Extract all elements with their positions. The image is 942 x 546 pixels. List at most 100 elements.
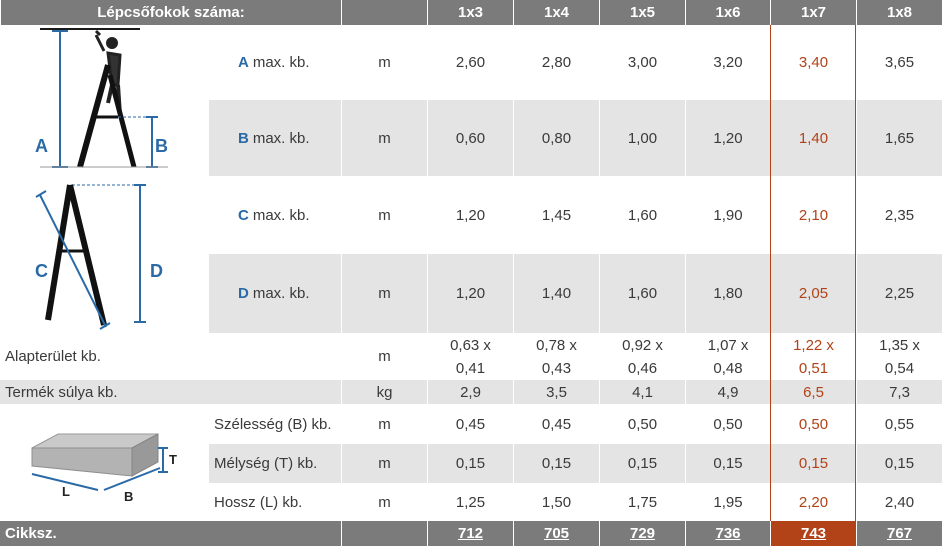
row-c-unit: m xyxy=(341,176,427,254)
box-illustration: T L B xyxy=(31,433,177,504)
row-area-value: 0,78 x 0,43 xyxy=(513,333,599,380)
table-header-unit xyxy=(341,0,427,25)
row-length-label: Hossz (L) kb. xyxy=(208,483,341,521)
row-weight-label: Termék súlya kb. xyxy=(0,380,341,404)
row-weight-unit: kg xyxy=(341,380,427,404)
product-code-link[interactable]: 767 xyxy=(886,525,913,542)
row-length-value: 1,50 xyxy=(513,483,599,521)
row-depth-value: 0,15 xyxy=(513,444,599,483)
row-width-value: 0,55 xyxy=(856,404,942,444)
row-c-value: 1,45 xyxy=(513,176,599,254)
row-b-value: 1,00 xyxy=(599,100,685,176)
row-length-value: 2,20 xyxy=(770,483,856,521)
product-code-link[interactable]: 743 xyxy=(800,525,827,542)
product-code-link[interactable]: 705 xyxy=(543,525,570,542)
row-depth-unit: m xyxy=(341,444,427,483)
row-length-value: 2,40 xyxy=(856,483,942,521)
row-depth-value: 0,15 xyxy=(427,444,513,483)
row-a-value: 2,60 xyxy=(427,25,513,100)
row-a-value: 3,00 xyxy=(599,25,685,100)
row-b-unit: m xyxy=(341,100,427,176)
row-weight-value: 4,9 xyxy=(685,380,770,404)
col-header-1x6: 1x6 xyxy=(685,0,770,25)
table-header-title: Lépcsőfokok száma: xyxy=(0,0,341,25)
row-b-value: 1,65 xyxy=(856,100,942,176)
row-width-value: 0,45 xyxy=(427,404,513,444)
product-code-link[interactable]: 736 xyxy=(715,525,741,542)
row-weight-value: 3,5 xyxy=(513,380,599,404)
row-length-unit: m xyxy=(341,483,427,521)
row-area-value: 1,22 x 0,51 xyxy=(770,333,856,380)
row-c-value: 2,10 xyxy=(770,176,856,254)
package-diagram: T L B xyxy=(0,404,208,521)
row-b-value: 0,60 xyxy=(427,100,513,176)
label-l: L xyxy=(62,484,70,499)
row-code-cell: 736 xyxy=(685,521,770,546)
row-code-cell: 767 xyxy=(856,521,942,546)
row-area-label: Alapterület kb. xyxy=(0,333,341,380)
row-c-value: 1,20 xyxy=(427,176,513,254)
row-depth-value: 0,15 xyxy=(685,444,770,483)
row-code-unit xyxy=(341,521,427,546)
row-weight-value: 7,3 xyxy=(856,380,942,404)
row-length-value: 1,75 xyxy=(599,483,685,521)
label-t: T xyxy=(169,452,177,467)
row-d-value: 2,05 xyxy=(770,254,856,333)
row-b-value: 1,40 xyxy=(770,100,856,176)
row-code-cell: 705 xyxy=(513,521,599,546)
row-depth-value: 0,15 xyxy=(856,444,942,483)
ladder-illustration: A B C D xyxy=(35,28,168,330)
label-c: C xyxy=(35,261,48,281)
row-depth-value: 0,15 xyxy=(770,444,856,483)
row-b-value: 0,80 xyxy=(513,100,599,176)
row-a-value: 3,40 xyxy=(770,25,856,100)
ladder-diagram: A B C D xyxy=(0,25,208,333)
row-c-value: 1,90 xyxy=(685,176,770,254)
row-d-unit: m xyxy=(341,254,427,333)
col-header-1x8: 1x8 xyxy=(856,0,942,25)
label-b: B xyxy=(155,136,168,156)
row-d-value: 1,20 xyxy=(427,254,513,333)
row-d-value: 1,40 xyxy=(513,254,599,333)
label-b2: B xyxy=(124,489,133,504)
row-a-unit: m xyxy=(341,25,427,100)
row-area-value: 0,63 x 0,41 xyxy=(427,333,513,380)
row-width-label: Szélesség (B) kb. xyxy=(208,404,341,444)
col-header-1x3: 1x3 xyxy=(427,0,513,25)
row-weight-value: 4,1 xyxy=(599,380,685,404)
row-area-unit: m xyxy=(341,333,427,380)
label-d: D xyxy=(150,261,163,281)
row-area-value: 1,07 x 0,48 xyxy=(685,333,770,380)
row-width-unit: m xyxy=(341,404,427,444)
row-weight-value: 2,9 xyxy=(427,380,513,404)
row-width-value: 0,50 xyxy=(599,404,685,444)
product-code-link[interactable]: 729 xyxy=(629,525,656,542)
row-depth-label: Mélység (T) kb. xyxy=(208,444,341,483)
row-depth-value: 0,15 xyxy=(599,444,685,483)
row-area-value: 0,92 x 0,46 xyxy=(599,333,685,380)
row-d-value: 1,60 xyxy=(599,254,685,333)
row-b-value: 1,20 xyxy=(685,100,770,176)
row-code-cell: 712 xyxy=(427,521,513,546)
col-header-1x7: 1x7 xyxy=(770,0,856,25)
row-code-label: Cikksz. xyxy=(0,521,341,546)
col-header-1x5: 1x5 xyxy=(599,0,685,25)
row-c-value: 1,60 xyxy=(599,176,685,254)
row-c-value: 2,35 xyxy=(856,176,942,254)
row-width-value: 0,50 xyxy=(685,404,770,444)
label-a: A xyxy=(35,136,48,156)
product-code-link[interactable]: 712 xyxy=(457,525,484,542)
col-header-1x4: 1x4 xyxy=(513,0,599,25)
row-a-value: 3,65 xyxy=(856,25,942,100)
row-length-value: 1,25 xyxy=(427,483,513,521)
row-width-value: 0,50 xyxy=(770,404,856,444)
row-a-value: 2,80 xyxy=(513,25,599,100)
row-code-cell: 729 xyxy=(599,521,685,546)
row-weight-value: 6,5 xyxy=(770,380,856,404)
row-length-value: 1,95 xyxy=(685,483,770,521)
row-a-value: 3,20 xyxy=(685,25,770,100)
